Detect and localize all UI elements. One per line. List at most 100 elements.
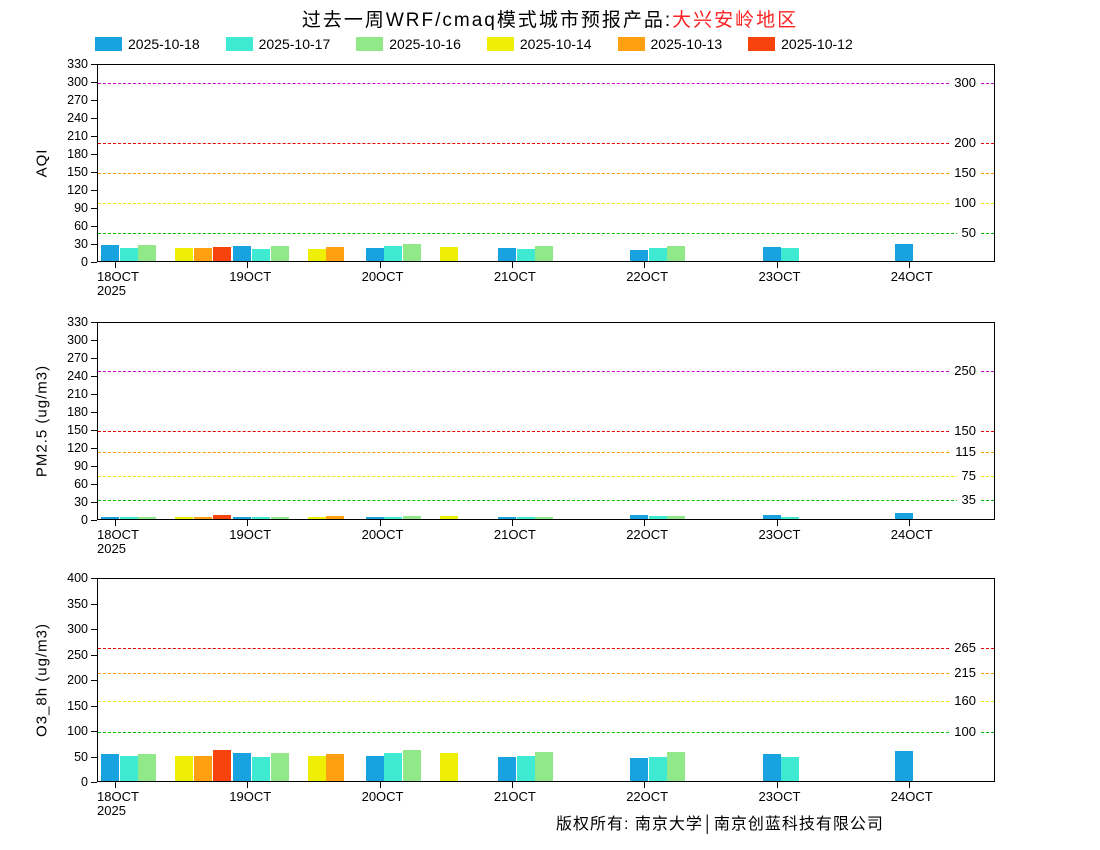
guideline-300 xyxy=(98,83,994,84)
bar xyxy=(648,516,667,519)
guideline-label-100: 100 xyxy=(949,724,981,740)
guideline-label-215: 215 xyxy=(949,665,981,682)
y-tick-label: 60 xyxy=(74,477,88,491)
bar xyxy=(365,755,384,781)
bar xyxy=(402,750,421,781)
y-tick-label: 90 xyxy=(74,459,88,473)
bar xyxy=(516,249,535,261)
y-tick-label: 0 xyxy=(81,255,88,269)
bar xyxy=(101,754,119,781)
x-tick-label: 23OCT xyxy=(758,527,801,542)
tick-mark xyxy=(91,466,97,467)
bar xyxy=(535,516,554,519)
y-tick-label: 120 xyxy=(67,441,88,455)
tick-mark xyxy=(91,136,97,137)
tick-mark xyxy=(644,262,646,268)
tick-mark xyxy=(247,520,249,526)
y-tick-label: 400 xyxy=(67,571,88,585)
tick-mark xyxy=(511,520,513,526)
tick-mark xyxy=(91,244,97,245)
chart-panel-aqi: 50 100 150 200 300 xyxy=(97,64,995,262)
tick-mark xyxy=(91,322,97,323)
bar xyxy=(667,246,686,261)
bar xyxy=(365,516,384,519)
x-tick-label: 22OCT xyxy=(626,789,669,804)
bar xyxy=(212,515,231,519)
x-tick-label: 23OCT xyxy=(758,269,801,284)
bar xyxy=(630,514,649,519)
bar xyxy=(270,752,289,781)
tick-mark xyxy=(91,680,97,681)
bar xyxy=(440,752,458,781)
tick-mark xyxy=(91,394,97,395)
tick-mark xyxy=(91,520,97,521)
bar xyxy=(762,754,781,781)
bar xyxy=(307,517,326,519)
legend-label: 2025-10-18 xyxy=(128,36,200,52)
bar xyxy=(326,516,345,519)
bar xyxy=(384,516,403,519)
tick-mark xyxy=(511,262,513,268)
page-title-main: 过去一周WRF/cmaq模式城市预报产品: xyxy=(301,10,673,31)
bar xyxy=(101,245,119,261)
guideline-label-150: 150 xyxy=(949,423,981,439)
guideline-label-35: 35 xyxy=(956,492,981,508)
bar xyxy=(326,754,345,781)
y-tick-label: 300 xyxy=(67,333,88,347)
bar xyxy=(119,247,138,261)
legend-swatch xyxy=(748,37,776,51)
bar xyxy=(119,755,138,781)
guideline-label-100: 100 xyxy=(949,195,981,211)
bar xyxy=(440,516,458,519)
guideline-label-160: 160 xyxy=(949,693,981,710)
guideline-label-265: 265 xyxy=(949,639,981,656)
tick-mark xyxy=(115,262,116,268)
bar xyxy=(781,247,800,261)
tick-mark xyxy=(91,756,97,758)
bar xyxy=(781,516,800,519)
y-tick-label: 150 xyxy=(67,698,88,713)
y-tick-label: 330 xyxy=(67,315,88,329)
bar xyxy=(516,517,535,519)
bar xyxy=(630,757,649,781)
y-tick-label: 300 xyxy=(67,75,88,89)
tick-mark xyxy=(908,782,910,788)
bar xyxy=(138,245,157,261)
tick-mark xyxy=(115,520,116,526)
legend-label: 2025-10-17 xyxy=(258,36,331,52)
tick-mark xyxy=(247,782,249,788)
bar xyxy=(384,752,403,781)
y-tick-label: 180 xyxy=(67,147,88,161)
legend-swatch xyxy=(356,37,384,51)
y-tick-label: 180 xyxy=(67,405,88,419)
x-tick-label: 24OCT xyxy=(890,527,933,542)
tick-mark xyxy=(91,430,97,431)
tick-mark xyxy=(379,782,381,788)
tick-mark xyxy=(379,520,381,526)
guideline-label-115: 115 xyxy=(950,444,981,460)
guideline-35 xyxy=(98,500,994,501)
legend-swatch xyxy=(225,37,253,51)
bar xyxy=(781,756,800,781)
tick-mark xyxy=(91,262,97,263)
y-tick-label: 240 xyxy=(67,111,88,125)
tick-mark xyxy=(91,782,97,783)
legend-item: 2025-10-12 xyxy=(748,36,853,52)
bar xyxy=(402,516,421,519)
x-year-label: 2025 xyxy=(97,541,126,556)
guideline-label-200: 200 xyxy=(949,135,981,151)
legend-swatch xyxy=(617,37,645,51)
y-tick-label: 0 xyxy=(81,775,88,789)
bar xyxy=(402,243,421,261)
x-tick-label: 18OCT xyxy=(97,789,139,804)
bar xyxy=(667,752,686,781)
x-tick-label: 21OCT xyxy=(493,269,536,284)
tick-mark xyxy=(247,262,249,268)
bar xyxy=(516,755,535,781)
tick-mark xyxy=(511,782,513,788)
guideline-150 xyxy=(98,173,994,174)
bar xyxy=(497,756,516,781)
bar xyxy=(270,246,289,261)
bar xyxy=(175,517,194,519)
tick-mark xyxy=(908,262,910,268)
